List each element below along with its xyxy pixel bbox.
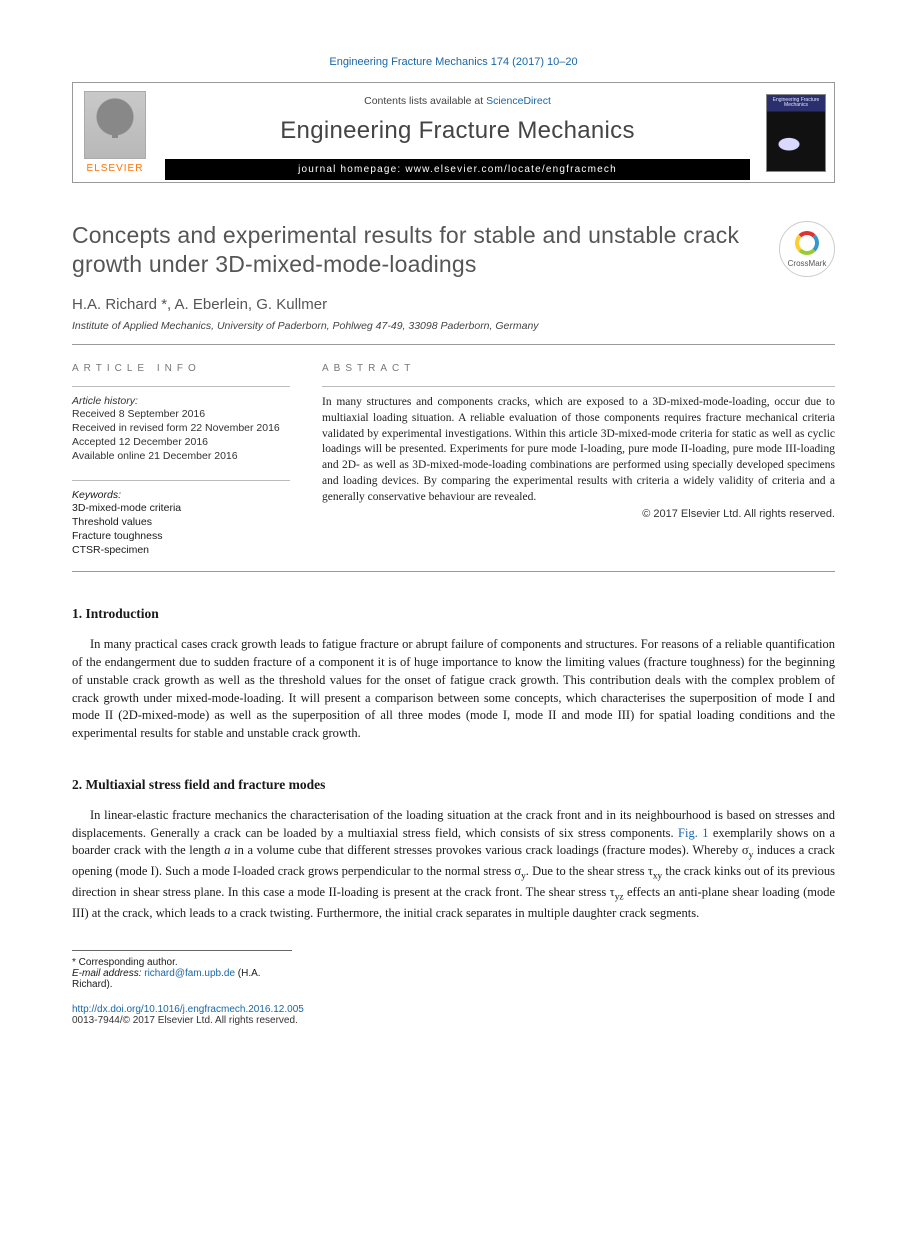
elsevier-wordmark: ELSEVIER xyxy=(87,163,144,174)
article-history-lines: Received 8 September 2016 Received in re… xyxy=(72,407,290,464)
subscript-xy: xy xyxy=(653,872,662,882)
keywords-label: Keywords: xyxy=(72,489,290,501)
keyword-item: 3D-mixed-mode criteria xyxy=(72,501,290,515)
abstract-head: ABSTRACT xyxy=(322,363,835,374)
cover-title-text: Engineering Fracture Mechanics xyxy=(767,98,825,109)
contents-prefix: Contents lists available at xyxy=(364,95,486,107)
rule-top xyxy=(72,344,835,345)
keyword-item: Fracture toughness xyxy=(72,529,290,543)
history-accepted: Accepted 12 December 2016 xyxy=(72,435,290,449)
section-1-p1: In many practical cases crack growth lea… xyxy=(72,636,835,743)
abstract-rule xyxy=(322,386,835,387)
authors-text: H.A. Richard *, A. Eberlein, G. Kullmer xyxy=(72,296,327,313)
figure-1-reference[interactable]: Fig. 1 xyxy=(678,826,708,840)
journal-cover-cell: Engineering Fracture Mechanics xyxy=(758,83,834,182)
corresponding-author: * Corresponding author. xyxy=(72,957,292,968)
email-label: E-mail address: xyxy=(72,968,144,979)
article-info-column: ARTICLE INFO Article history: Received 8… xyxy=(72,363,290,557)
section-2-p1: In linear-elastic fracture mechanics the… xyxy=(72,807,835,923)
homepage-label: journal homepage: xyxy=(298,164,405,175)
info-rule-1 xyxy=(72,386,290,387)
abstract-copyright: © 2017 Elsevier Ltd. All rights reserved… xyxy=(322,508,835,520)
abstract-column: ABSTRACT In many structures and componen… xyxy=(322,363,835,557)
crossmark-label: CrossMark xyxy=(788,259,827,268)
affiliation-line: Institute of Applied Mechanics, Universi… xyxy=(72,320,835,332)
abstract-text: In many structures and components cracks… xyxy=(322,395,835,506)
article-history-label: Article history: xyxy=(72,395,290,407)
history-online: Available online 21 December 2016 xyxy=(72,449,290,463)
homepage-url[interactable]: www.elsevier.com/locate/engfracmech xyxy=(405,164,617,175)
subscript-yz: yz xyxy=(615,892,624,902)
history-received: Received 8 September 2016 xyxy=(72,407,290,421)
rule-after-abstract xyxy=(72,571,835,572)
journal-cover-thumb: Engineering Fracture Mechanics xyxy=(766,94,826,172)
email-line: E-mail address: richard@fam.upb.de (H.A.… xyxy=(72,968,292,990)
keywords-list: 3D-mixed-mode criteria Threshold values … xyxy=(72,501,290,558)
section-2-head: 2. Multiaxial stress field and fracture … xyxy=(72,777,835,793)
authors-line: H.A. Richard *, A. Eberlein, G. Kullmer xyxy=(72,296,835,313)
s2-text-e: . Due to the shear stress τ xyxy=(526,864,653,878)
journal-homepage-bar: journal homepage: www.elsevier.com/locat… xyxy=(165,159,750,180)
elsevier-logo-cell: ELSEVIER xyxy=(73,83,157,182)
elsevier-tree-icon xyxy=(84,91,146,159)
contents-available-line: Contents lists available at ScienceDirec… xyxy=(364,95,551,107)
doi-link[interactable]: http://dx.doi.org/10.1016/j.engfracmech.… xyxy=(72,1004,835,1015)
footnote-block: * Corresponding author. E-mail address: … xyxy=(72,950,292,990)
journal-name: Engineering Fracture Mechanics xyxy=(280,117,635,145)
s2-text-c: in a volume cube that different stresses… xyxy=(230,843,748,857)
article-title: Concepts and experimental results for st… xyxy=(72,221,763,280)
crossmark-ring-icon xyxy=(795,231,819,255)
author-email[interactable]: richard@fam.upb.de xyxy=(144,968,235,979)
header-center: Contents lists available at ScienceDirec… xyxy=(157,83,758,182)
keyword-item: Threshold values xyxy=(72,515,290,529)
doi-block: http://dx.doi.org/10.1016/j.engfracmech.… xyxy=(72,1004,835,1026)
article-info-head: ARTICLE INFO xyxy=(72,363,290,374)
issn-copyright-line: 0013-7944/© 2017 Elsevier Ltd. All right… xyxy=(72,1015,835,1026)
crossmark-badge[interactable]: CrossMark xyxy=(779,221,835,277)
section-1-head: 1. Introduction xyxy=(72,606,835,622)
info-rule-2 xyxy=(72,480,290,481)
history-revised: Received in revised form 22 November 201… xyxy=(72,421,290,435)
citation-line[interactable]: Engineering Fracture Mechanics 174 (2017… xyxy=(72,56,835,68)
keyword-item: CTSR-specimen xyxy=(72,543,290,557)
journal-header: ELSEVIER Contents lists available at Sci… xyxy=(72,82,835,183)
sciencedirect-link[interactable]: ScienceDirect xyxy=(486,95,551,107)
